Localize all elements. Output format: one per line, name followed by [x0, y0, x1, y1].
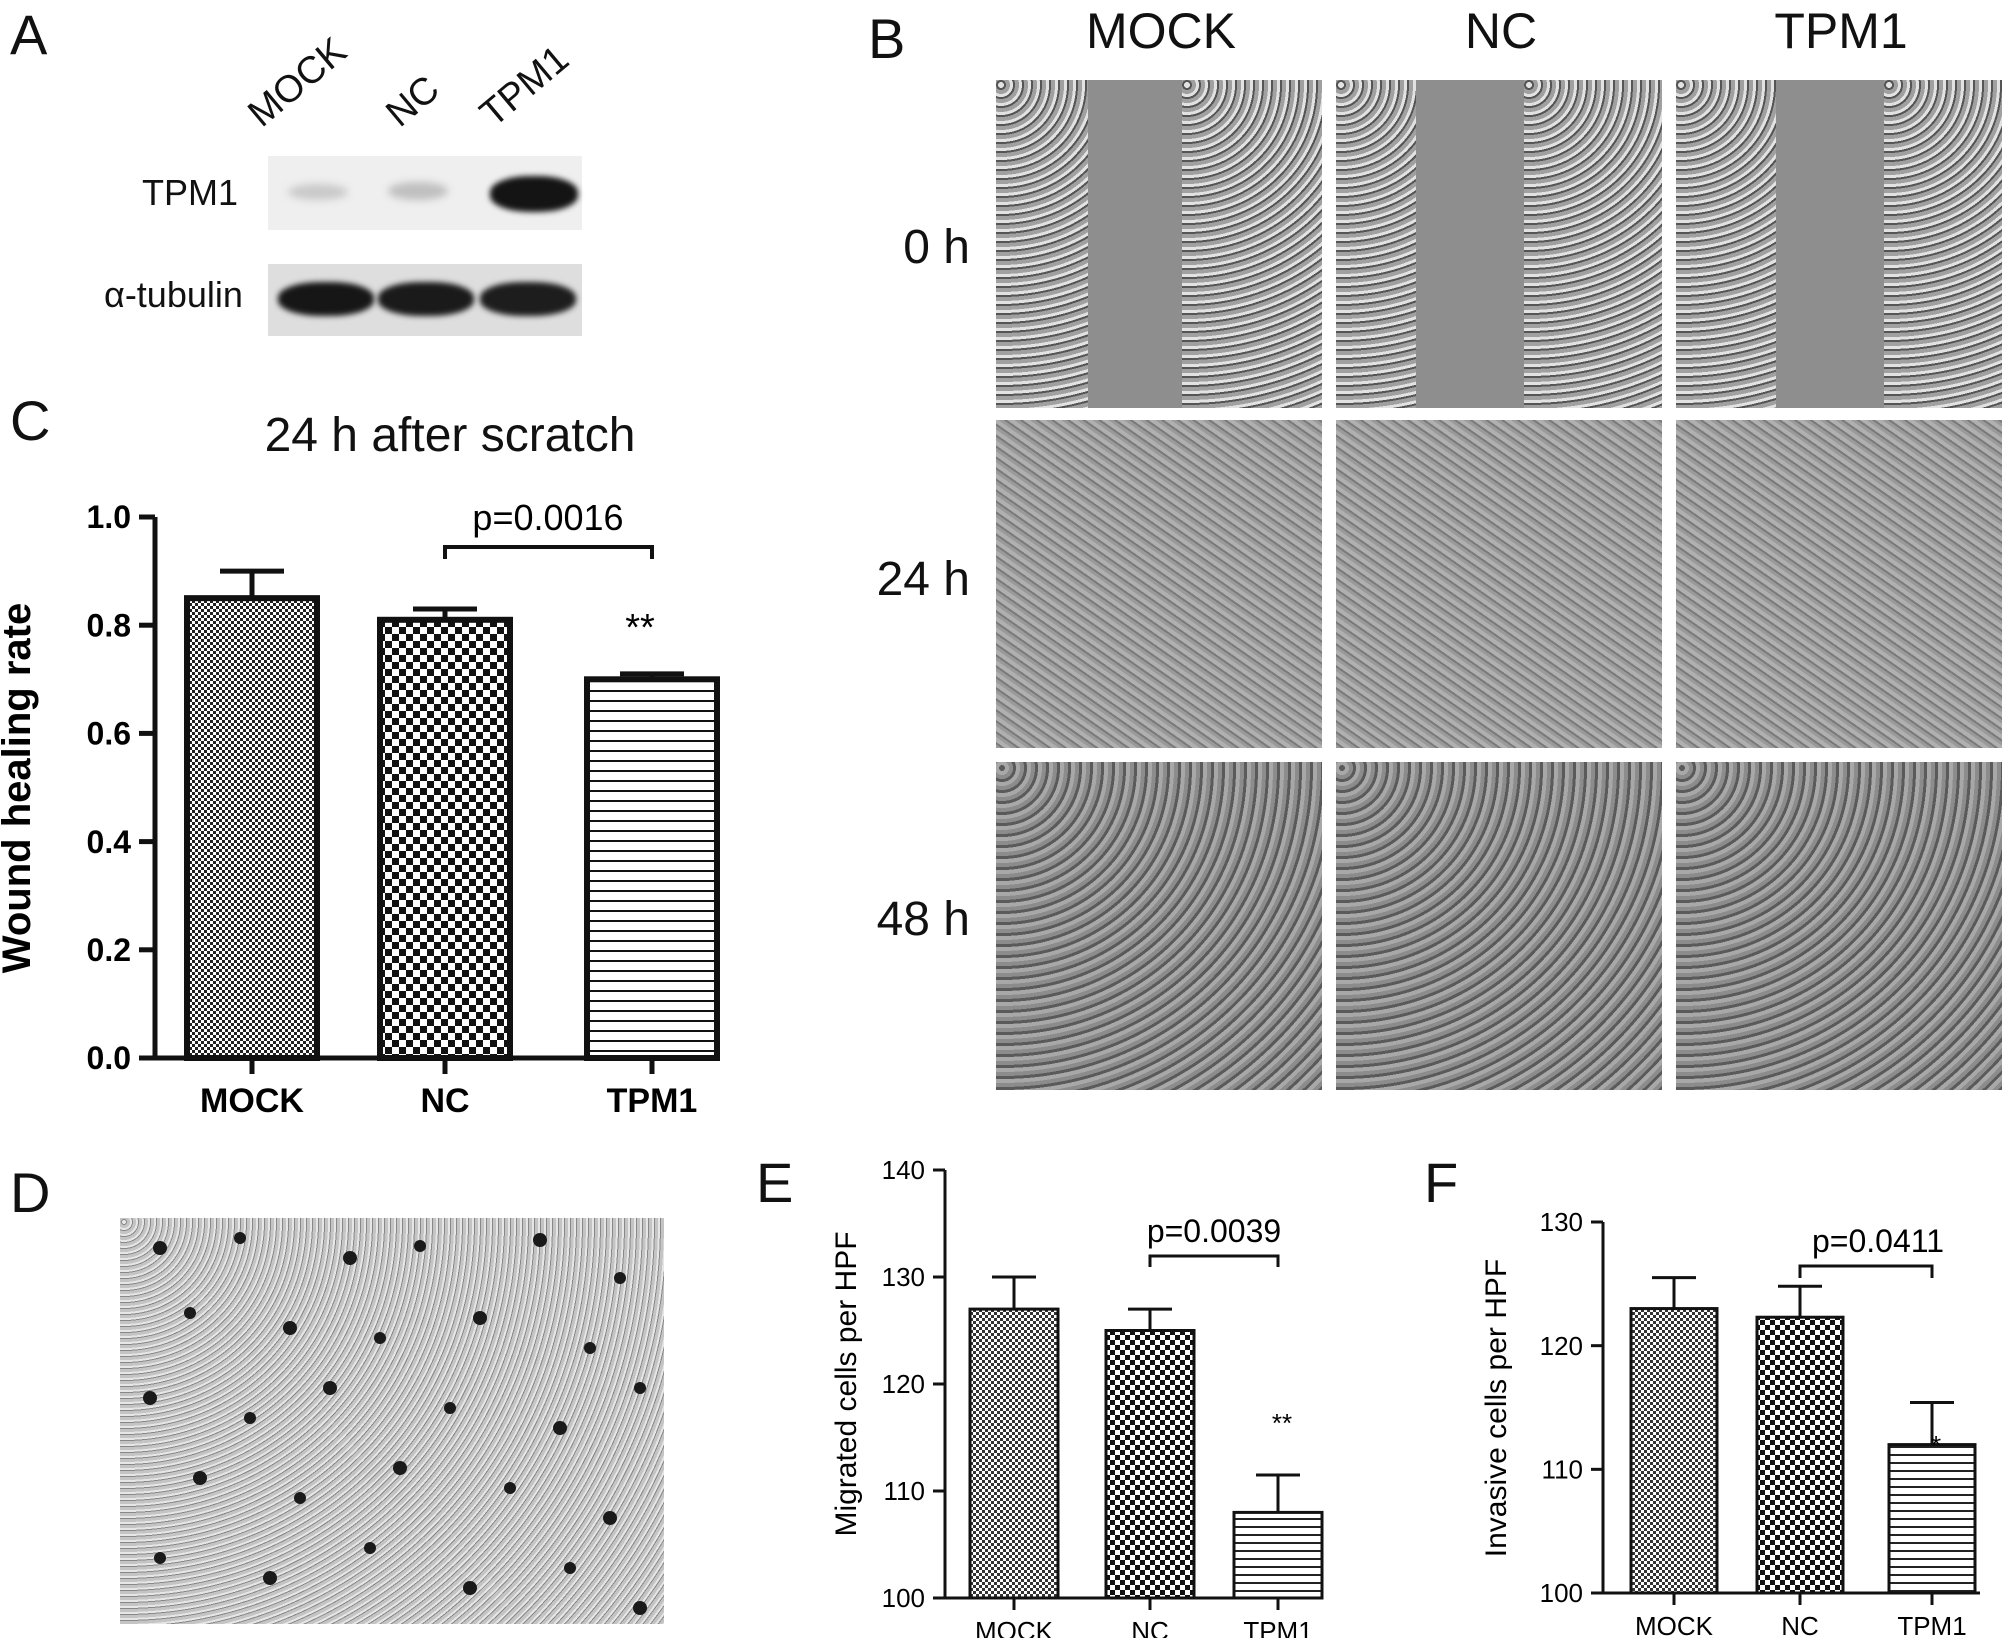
x-tick-label: TPM1: [1243, 1616, 1312, 1638]
blot-row-label-tpm1: TPM1: [142, 172, 239, 213]
y-tick-label: 110: [884, 1476, 925, 1506]
band-tpm1-tubulin: [480, 282, 576, 316]
x-tick-label: MOCK: [1635, 1611, 1714, 1638]
panel-f-label: F: [1424, 1151, 1459, 1214]
blot-row-label-tubulin: α-tubulin: [104, 274, 243, 315]
y-tick-label: 0.6: [87, 716, 131, 752]
micrograph-mock-0h: [996, 80, 1322, 408]
y-tick-label: 120: [882, 1369, 925, 1399]
column-label-tpm1: TPM1: [1774, 3, 1908, 59]
panel-a-label: A: [10, 3, 48, 66]
chart-e: Migrated cells per HPF 100 110 120 130 140 M…: [830, 1155, 1324, 1638]
row-label-0h: 0 h: [903, 221, 970, 274]
y-tick-label: 120: [1540, 1331, 1583, 1361]
chart-e-stars: **: [1272, 1408, 1292, 1438]
row-label-48h: 48 h: [876, 893, 970, 946]
y-axis-title: Wound healing rate: [0, 603, 39, 973]
micrograph-mock-24h: [996, 420, 1322, 748]
y-tick-label: 0.4: [87, 824, 132, 860]
bar-mock: [1629, 1307, 1719, 1595]
x-tick-label: NC: [1131, 1616, 1169, 1638]
panel-e-label: E: [756, 1151, 794, 1214]
band-nc-tubulin: [378, 282, 474, 316]
transwell-micrograph: [120, 1218, 664, 1624]
y-tick-label: 140: [882, 1155, 925, 1185]
micrograph-nc-48h: [1336, 762, 1662, 1090]
chart-e-y-axis-title: Migrated cells per HPF: [830, 1231, 863, 1536]
panel-d-label: D: [10, 1161, 51, 1224]
row-label-24h: 24 h: [876, 553, 970, 606]
chart-f-pvalue: p=0.0411: [1812, 1223, 1944, 1259]
chart-c-title: 24 h after scratch: [264, 409, 636, 462]
band-nc-tpm1: [388, 182, 448, 200]
bar-tpm1: [1232, 1510, 1324, 1600]
micrograph-tpm1-0h: [1676, 80, 2002, 408]
micrograph-nc-24h: [1336, 420, 1662, 748]
bar-nc: [1755, 1315, 1845, 1595]
band-mock-tpm1: [288, 184, 348, 200]
blot-strip-tpm1: [268, 156, 582, 230]
bar-nc: [377, 616, 513, 1061]
micrograph-nc-0h: [1336, 80, 1662, 408]
chart-c-pvalue: p=0.0016: [472, 497, 623, 538]
band-mock-tubulin: [278, 282, 374, 316]
bar-tpm1: [1887, 1443, 1977, 1595]
y-tick-label: 0.0: [87, 1040, 131, 1076]
x-tick-label: NC: [420, 1082, 469, 1120]
column-label-nc: NC: [1464, 3, 1538, 59]
chart-f: Invasive cells per HPF 100 110 120 130 MOCK…: [1480, 1207, 1980, 1638]
chart-f-stars: *: [1931, 1430, 1941, 1460]
band-tpm1-tpm1: [490, 176, 578, 212]
bar-tpm1: [584, 676, 720, 1062]
stained-cells: [143, 1232, 647, 1615]
significance-bracket: [1798, 1264, 1934, 1278]
significance-bracket: [443, 545, 654, 559]
bar-mock: [968, 1307, 1060, 1600]
column-label-mock: MOCK: [1086, 3, 1236, 59]
x-tick-label: TPM1: [607, 1082, 698, 1120]
blot-lane-label-tpm1: TPM1: [472, 38, 610, 136]
bar-nc: [1104, 1329, 1196, 1600]
bar-mock: [184, 595, 320, 1062]
x-tick-label: MOCK: [975, 1616, 1054, 1638]
chart-c-stars: **: [625, 607, 655, 649]
micrograph-tpm1-24h: [1676, 420, 2002, 748]
x-tick-label: MOCK: [200, 1082, 304, 1120]
y-tick-label: 0.2: [87, 932, 131, 968]
panel-b-label: B: [868, 7, 906, 70]
lane-label: MOCK: [240, 29, 355, 136]
blot-strip-tubulin: [268, 264, 582, 336]
chart-e-pvalue: p=0.0039: [1147, 1213, 1281, 1249]
panel-c-label: C: [10, 389, 51, 452]
lane-label: NC: [378, 67, 448, 136]
blot-lane-label-mock: MOCK: [240, 30, 388, 136]
y-tick-label: 0.8: [87, 607, 131, 643]
micrograph-tpm1-48h: [1676, 762, 2002, 1090]
y-tick-label: 1.0: [87, 499, 131, 535]
chart-f-y-axis-title: Invasive cells per HPF: [1480, 1259, 1513, 1557]
micrograph-mock-48h: [996, 762, 1322, 1090]
y-tick-label: 100: [1540, 1578, 1583, 1608]
chart-c: Wound healing rate 0.0 0.2 0.4 0.6 0.8 1.0 MO…: [0, 497, 720, 1120]
x-tick-label: NC: [1781, 1611, 1819, 1638]
y-tick-label: 130: [882, 1262, 925, 1292]
significance-bracket: [1148, 1254, 1280, 1267]
x-tick-label: TPM1: [1897, 1611, 1966, 1638]
y-tick-label: 100: [882, 1583, 925, 1613]
y-tick-label: 130: [1540, 1207, 1583, 1237]
y-tick-label: 110: [1542, 1454, 1583, 1484]
